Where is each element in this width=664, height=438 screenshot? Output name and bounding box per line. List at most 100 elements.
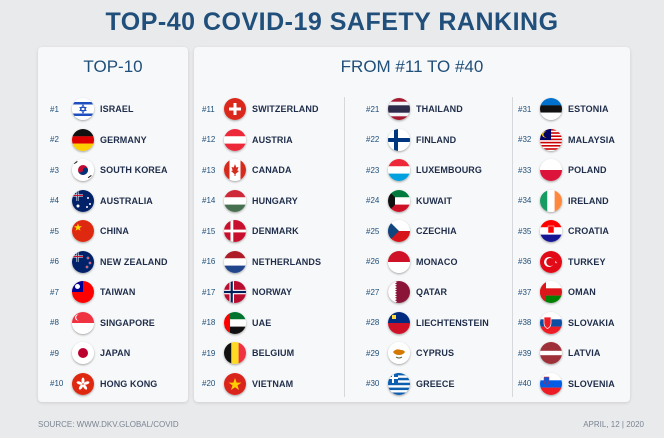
turkey-flag-icon	[540, 250, 562, 273]
country-name: LUXEMBOURG	[416, 165, 482, 175]
page-title: TOP-40 COVID-19 SAFETY RANKING	[105, 8, 559, 36]
poland-flag-icon	[540, 159, 562, 181]
ranking-row: #13 CANADA	[202, 156, 292, 184]
rest-header: FROM #11 TO #40	[340, 57, 484, 76]
ranking-row: #3 SOUTH KOREA	[50, 156, 168, 184]
canada-flag-icon	[224, 159, 246, 181]
monaco-flag-icon	[388, 250, 410, 273]
ranking-row: #35 CROATIA	[518, 217, 609, 245]
rank-number: #16	[202, 257, 216, 266]
country-name: CHINA	[100, 226, 129, 236]
rank-number: #9	[50, 348, 59, 358]
top10-panel: TOP-10 #1 ISRAEL #2 GERMANY #3 SOUTH KOREA #4 A…	[38, 47, 188, 402]
country-name: SLOVENIA	[568, 378, 615, 389]
top10-header: TOP-10	[83, 57, 143, 76]
rank-number: #31	[518, 104, 532, 114]
rank-number: #28	[366, 318, 380, 327]
country-name: KUWAIT	[416, 195, 453, 206]
ranking-row: #39 LATVIA	[518, 339, 600, 367]
rank-number: #27	[366, 287, 380, 297]
rest-panel: FROM #11 TO #40 #11 SWITZERLAND #12 AUSTRIA…	[194, 47, 630, 402]
ranking-row: #16 NETHERLANDS	[202, 248, 321, 276]
country-name: NETHERLANDS	[252, 256, 322, 267]
slovenia-flag-icon	[540, 372, 562, 395]
rank-number: #34	[518, 196, 532, 205]
ranking-row: #27 QATAR	[366, 278, 447, 306]
vietnam-flag-icon	[224, 372, 246, 395]
country-name: LIECHTENSTEIN	[416, 317, 489, 328]
country-name: JAPAN	[100, 348, 131, 358]
ranking-row: #6 NEW ZEALAND	[50, 248, 168, 276]
country-name: IRELAND	[568, 195, 609, 206]
country-name: UAE	[252, 317, 272, 328]
australia-flag-icon	[72, 189, 94, 212]
date-note: APRIL, 12 | 2020	[583, 420, 644, 429]
rank-number: #14	[202, 196, 216, 205]
ranking-row: #19 BELGIUM	[202, 339, 294, 367]
ranking-row: #24 KUWAIT	[366, 187, 452, 215]
china-flag-icon	[72, 220, 94, 242]
luxembourg-flag-icon	[388, 159, 410, 181]
ranking-row: #12 AUSTRIA	[202, 126, 293, 154]
country-name: OMAN	[568, 287, 596, 297]
ranking-row: #22 FINLAND	[366, 126, 456, 154]
rank-number: #7	[50, 287, 59, 297]
austria-flag-icon	[224, 128, 246, 151]
ranking-row: #1 ISRAEL	[50, 95, 134, 123]
country-name: VIETNAM	[252, 378, 294, 389]
rank-number: #5	[50, 226, 59, 236]
slovakia-flag-icon	[540, 311, 562, 334]
country-name: SOUTH KOREA	[100, 165, 168, 175]
rank-number: #19	[202, 348, 216, 358]
ranking-row: #29 CYPRUS	[366, 339, 454, 367]
rank-number: #24	[366, 196, 380, 205]
netherlands-flag-icon	[224, 250, 246, 273]
country-name: MONACO	[416, 256, 458, 267]
ranking-row: #36 TURKEY	[518, 248, 606, 276]
rank-number: #13	[202, 165, 216, 175]
ranking-row: #5 CHINA	[50, 217, 129, 245]
country-name: SINGAPORE	[100, 317, 155, 328]
rank-number: #33	[518, 165, 532, 175]
country-name: HONG KONG	[100, 378, 158, 389]
south-korea-flag-icon	[72, 159, 94, 181]
uae-flag-icon	[224, 311, 246, 334]
country-name: NORWAY	[252, 287, 293, 297]
greece-flag-icon	[388, 372, 410, 395]
hungary-flag-icon	[224, 189, 246, 212]
column-divider	[512, 97, 513, 397]
rank-number: #36	[518, 257, 532, 266]
ranking-row: #38 SLOVAKIA	[518, 309, 615, 337]
finland-flag-icon	[388, 128, 410, 151]
liechtenstein-flag-icon	[388, 311, 410, 334]
ranking-row: #11 SWITZERLAND	[202, 95, 319, 123]
rank-number: #39	[518, 348, 532, 358]
country-name: HUNGARY	[252, 195, 298, 206]
rank-number: #29	[366, 348, 380, 358]
rank-number: #25	[366, 226, 380, 236]
country-name: GREECE	[416, 378, 455, 389]
rank-number: #18	[202, 318, 216, 327]
rank-number: #6	[50, 257, 59, 266]
ranking-row: #30 GREECE	[366, 370, 455, 398]
ranking-row: #17 NORWAY	[202, 278, 292, 306]
rank-number: #30	[366, 379, 380, 388]
country-name: SWITZERLAND	[252, 104, 319, 114]
rank-number: #17	[202, 287, 216, 297]
oman-flag-icon	[540, 281, 562, 303]
ranking-row: #33 POLAND	[518, 156, 607, 184]
country-name: ESTONIA	[568, 104, 609, 114]
ranking-row: #31 ESTONIA	[518, 95, 609, 123]
country-name: BELGIUM	[252, 348, 295, 358]
column-divider	[344, 97, 345, 397]
rank-number: #40	[518, 379, 532, 388]
ranking-row: #25 CZECHIA	[366, 217, 457, 245]
country-name: AUSTRIA	[252, 134, 293, 145]
germany-flag-icon	[72, 128, 94, 151]
rank-number: #20	[202, 379, 216, 388]
israel-flag-icon	[72, 98, 94, 120]
ranking-row: #9 JAPAN	[50, 339, 130, 367]
country-name: SLOVAKIA	[568, 317, 615, 328]
country-name: ISRAEL	[100, 104, 134, 114]
japan-flag-icon	[72, 342, 94, 364]
